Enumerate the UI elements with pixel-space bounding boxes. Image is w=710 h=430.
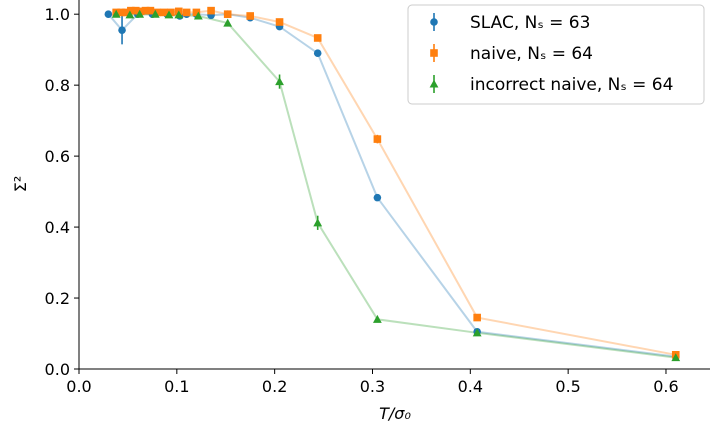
data-point xyxy=(313,49,322,58)
data-point xyxy=(131,6,140,15)
x-tick-label: 0.1 xyxy=(164,377,189,396)
data-point xyxy=(118,26,126,34)
y-tick-label: 0.4 xyxy=(45,218,70,237)
data-point xyxy=(164,10,174,19)
data-point xyxy=(313,218,323,227)
y-tick-label: 0.0 xyxy=(45,360,70,379)
data-point xyxy=(372,314,382,323)
y-axis-title: Σ² xyxy=(11,176,30,193)
data-point xyxy=(125,10,135,19)
data-point xyxy=(160,8,168,17)
data-point xyxy=(150,9,160,18)
data-point xyxy=(122,8,130,17)
series-marks xyxy=(104,6,681,362)
data-point xyxy=(275,18,284,26)
legend-label-2: incorrect naive, Nₛ = 64 xyxy=(470,75,673,95)
data-point xyxy=(127,6,135,15)
x-tick-label: 0.2 xyxy=(262,377,287,396)
data-point xyxy=(104,10,113,18)
axes xyxy=(78,0,710,370)
data-point xyxy=(472,328,482,337)
data-point xyxy=(275,77,284,86)
x-ticks: 0.0 0.1 0.2 0.3 0.4 0.5 0.6 xyxy=(66,369,679,396)
data-point xyxy=(117,8,125,17)
data-point xyxy=(174,10,184,19)
data-point xyxy=(313,34,322,42)
data-point xyxy=(153,8,162,17)
data-point xyxy=(141,6,150,15)
data-point xyxy=(223,18,233,27)
x-tick-label: 0.4 xyxy=(458,377,483,396)
legend-label-1: naive, Nₛ = 64 xyxy=(470,44,593,64)
data-point xyxy=(246,12,255,20)
series-points-2 xyxy=(111,9,681,362)
y-tick-label: 0.6 xyxy=(45,147,70,166)
data-point xyxy=(473,313,481,322)
data-point xyxy=(167,8,175,17)
y-tick-label: 1.0 xyxy=(45,5,70,24)
x-tick-label: 0.6 xyxy=(653,377,678,396)
legend-box xyxy=(407,4,705,105)
legend-marker-0 xyxy=(430,18,438,26)
legend-marker-1 xyxy=(430,49,438,57)
x-tick-label: 0.3 xyxy=(360,377,385,396)
data-point xyxy=(373,135,382,143)
data-point xyxy=(182,8,191,17)
data-point xyxy=(135,9,145,18)
x-tick-label: 0.5 xyxy=(555,377,580,396)
data-point xyxy=(373,193,382,202)
x-axis-title: T/σ₀ xyxy=(379,404,411,423)
data-point xyxy=(192,8,201,17)
y-tick-label: 0.8 xyxy=(45,76,70,95)
legend: SLAC, Nₛ = 63 naive, Nₛ = 64 incorrect nai… xyxy=(407,4,705,105)
x-tick-label: 0.0 xyxy=(66,377,91,396)
y-tick-label: 0.2 xyxy=(45,289,70,308)
data-point xyxy=(223,10,232,18)
data-point xyxy=(207,6,215,15)
legend-marker-2 xyxy=(429,79,439,88)
legend-label-0: SLAC, Nₛ = 63 xyxy=(470,13,590,33)
data-point xyxy=(146,6,155,15)
data-point xyxy=(111,9,121,18)
y-ticks: 0.0 0.2 0.4 0.6 0.8 1.0 xyxy=(45,5,79,379)
data-point xyxy=(193,11,203,20)
data-point xyxy=(136,7,145,16)
data-point xyxy=(671,353,681,362)
